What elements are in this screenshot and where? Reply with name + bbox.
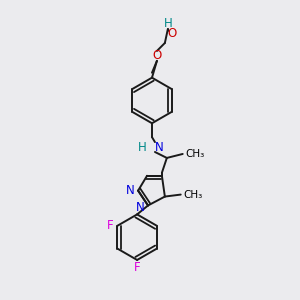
Text: H: H (164, 17, 172, 30)
Text: O: O (152, 50, 162, 62)
Text: O: O (167, 27, 176, 40)
Text: F: F (107, 219, 113, 232)
Text: N: N (125, 184, 134, 197)
Text: H: H (138, 140, 147, 154)
Text: CH₃: CH₃ (186, 149, 205, 159)
Text: N: N (136, 201, 145, 214)
Text: CH₃: CH₃ (184, 190, 203, 200)
Text: F: F (134, 261, 140, 274)
Text: N: N (155, 140, 164, 154)
